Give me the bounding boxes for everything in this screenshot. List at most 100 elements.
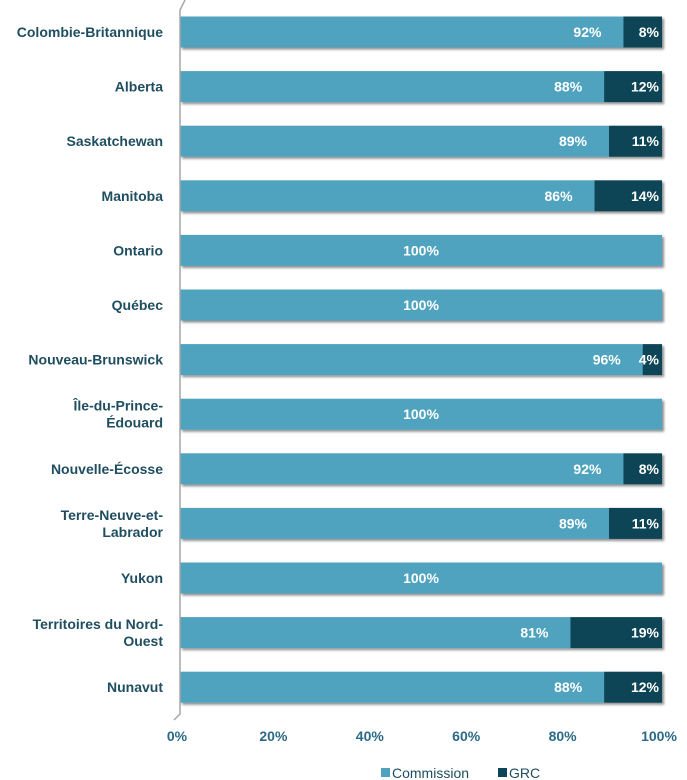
bar-row: 86% 14% [180, 180, 662, 212]
data-label-grc: 14% [631, 188, 660, 204]
bar-commission [180, 180, 595, 212]
bar-stack [180, 562, 662, 594]
bar-stack [180, 671, 662, 703]
bar-stack [180, 71, 662, 103]
bar-row: 100% [180, 289, 662, 321]
bar-stack [180, 398, 662, 430]
bar-stack [180, 16, 662, 48]
bar-commission [180, 125, 609, 157]
category-label: Colombie-Britannique [17, 24, 163, 40]
category-label: Ontario [113, 242, 163, 258]
bar-row: 92% 8% [180, 16, 662, 48]
category-label: Territoires du Nord-Ouest [33, 616, 164, 649]
bar-commission [180, 507, 609, 539]
bar-commission [180, 453, 624, 485]
category-label: Nouvelle-Écosse [51, 461, 163, 477]
data-label-grc: 8% [639, 461, 660, 477]
x-tick-label: 20% [259, 728, 288, 744]
bar-grc [623, 16, 662, 48]
bar-grc [642, 344, 662, 376]
bar-row: 100% [180, 234, 662, 266]
data-label-grc: 8% [639, 24, 660, 40]
x-tick-label: 40% [356, 728, 385, 744]
x-tick-label: 0% [167, 728, 188, 744]
x-axis: 0% 20% 40% 60% 80% 100% [167, 0, 677, 744]
data-label-commission: 92% [573, 24, 602, 40]
bar-commission [180, 16, 624, 48]
data-label-grc: 12% [631, 679, 660, 695]
bar-commission [180, 71, 605, 103]
category-label: Yukon [121, 570, 163, 586]
bars-group: 92% 8% 88% 12% 89% 11% 86% 14% 100% 100% 96% 4% 100%… [180, 16, 662, 703]
bar-row: 88% 12% [180, 671, 662, 703]
bar-stack [180, 289, 662, 321]
bar-row: 92% 8% [180, 453, 662, 485]
bar-commission [180, 398, 662, 430]
bar-grc [570, 617, 662, 649]
data-label-commission: 96% [593, 352, 622, 368]
bar-row: 81% 19% [180, 617, 662, 649]
data-label-commission: 92% [573, 461, 602, 477]
category-label: Alberta [115, 79, 163, 95]
legend-swatch [498, 768, 507, 777]
data-label-commission: 89% [559, 515, 588, 531]
bar-grc [608, 125, 662, 157]
bar-grc [623, 453, 662, 485]
x-tick-label: 80% [549, 728, 578, 744]
data-label-grc: 11% [632, 133, 660, 149]
legend-label: Commission [392, 765, 469, 780]
bar-grc [604, 71, 662, 103]
legend-item: GRC [498, 765, 540, 780]
category-label: Île-du-Prince-Édouard [73, 397, 164, 431]
data-label-grc: 11% [632, 515, 660, 531]
data-label-commission: 81% [520, 625, 549, 641]
y-axis-line [173, 0, 186, 721]
bar-stack [180, 125, 662, 157]
legend-swatch [381, 768, 390, 777]
bar-commission [180, 289, 662, 321]
data-label-commission: 86% [545, 188, 574, 204]
bar-commission [180, 344, 643, 376]
bar-stack [180, 234, 662, 266]
bar-commission [180, 671, 605, 703]
bar-stack [180, 453, 662, 485]
data-label-grc: 4% [639, 352, 660, 368]
bar-commission [180, 234, 662, 266]
bar-stack [180, 617, 662, 649]
bar-row: 89% 11% [180, 507, 662, 539]
x-tick-label: 100% [641, 728, 677, 744]
data-label-commission: 88% [554, 679, 583, 695]
data-label-commission: 100% [403, 297, 439, 313]
bar-row: 100% [180, 562, 662, 594]
category-label: Québec [112, 297, 164, 313]
data-label-commission: 100% [403, 242, 439, 258]
x-tick-label: 60% [452, 728, 481, 744]
bar-stack [180, 507, 662, 539]
category-labels: Colombie-Britannique Alberta Saskatchewan M… [17, 24, 164, 695]
category-label: Nouveau-Brunswick [28, 352, 163, 368]
bar-stack [180, 344, 662, 376]
data-label-commission: 100% [403, 570, 439, 586]
category-label: Manitoba [102, 188, 164, 204]
data-label-grc: 19% [631, 625, 660, 641]
bar-stack [180, 180, 662, 212]
bar-row: 100% [180, 398, 662, 430]
bar-row: 88% 12% [180, 71, 662, 103]
data-label-commission: 89% [559, 133, 588, 149]
bar-commission [180, 617, 571, 649]
bar-grc [594, 180, 662, 212]
bar-commission [180, 562, 662, 594]
bar-grc [604, 671, 662, 703]
data-label-commission: 88% [554, 79, 583, 95]
bar-grc [608, 507, 662, 539]
legend: Commission GRC [381, 765, 540, 780]
bar-row: 96% 4% [180, 344, 662, 376]
legend-item: Commission [381, 765, 469, 780]
bar-row: 89% 11% [180, 125, 662, 157]
category-label: Saskatchewan [67, 133, 164, 149]
legend-label: GRC [509, 765, 540, 780]
category-label: Nunavut [107, 679, 163, 695]
category-label: Terre-Neuve-et-Labrador [61, 507, 164, 540]
data-label-commission: 100% [403, 406, 439, 422]
